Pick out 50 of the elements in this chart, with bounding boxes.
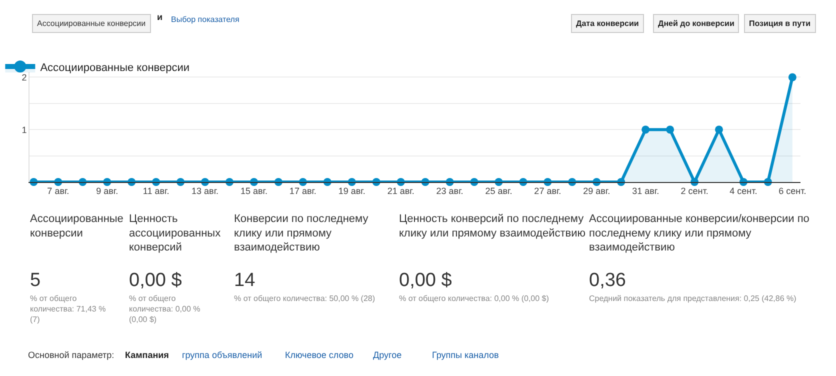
text: группа объявлений xyxy=(182,350,262,360)
x-tick-label: 13 авг. xyxy=(192,186,219,196)
text: Дата конверсии xyxy=(576,19,639,28)
x-tick-label: 7 авг. xyxy=(47,186,70,196)
text: Ценность конверсий по последнему клику или прямому взаимодействию xyxy=(399,213,586,240)
x-tick-label: 21 авг. xyxy=(387,186,414,196)
x-tick-label: 2 сент. xyxy=(680,186,708,196)
x-tick-label: 19 авг. xyxy=(338,186,366,196)
point xyxy=(666,126,674,134)
text: 0,00 $ xyxy=(129,270,182,291)
text: Ценность ассоциированных конверсий xyxy=(129,213,222,254)
text: % от общего количества: 71,43 % (7) xyxy=(30,294,106,324)
point xyxy=(714,126,723,134)
x-tick-label: 9 авг. xyxy=(96,186,118,196)
x-tick-label: 15 авг. xyxy=(240,186,268,196)
x-tick-label: 11 авг. xyxy=(142,186,170,196)
text: 0,00 $ xyxy=(399,270,452,291)
x-tick-label: 29 авг. xyxy=(583,186,610,196)
y-tick-label: 2 xyxy=(22,72,27,82)
text: и xyxy=(157,12,163,22)
text: Кампания xyxy=(125,350,169,360)
text: Ключевое слово xyxy=(285,350,354,360)
text: 5 xyxy=(30,270,41,291)
text: % от общего количества: 0,00 % (0,00 $) xyxy=(129,294,200,324)
x-tick-label: 25 авг. xyxy=(485,186,512,196)
point xyxy=(788,73,796,82)
x-tick-label: 17 авг. xyxy=(289,186,316,196)
x-tick-label: 31 авг. xyxy=(632,186,660,196)
x-tick-label: 4 сент. xyxy=(730,186,758,196)
text: 14 xyxy=(234,270,256,291)
y-tick-label: 1 xyxy=(22,124,27,135)
text: Основной параметр: xyxy=(28,350,114,360)
x-tick-label: 6 сент. xyxy=(778,186,806,196)
text: Ассоциированные конверсии/конверсии по последнему клику или прямому взаимодействию xyxy=(589,213,810,254)
text: Группы каналов xyxy=(432,350,499,360)
text: Ассоциированные конверсии xyxy=(37,19,146,28)
legend-label: Ассоциированные конверсии xyxy=(40,62,190,74)
text: Конверсии по последнему клику или прямому взаимодействию xyxy=(234,213,369,254)
text: % от общего количества: 50,00 % (28) xyxy=(234,294,376,303)
text: Другое xyxy=(373,350,402,360)
text: Ассоциированные конверсии xyxy=(30,213,124,240)
text: Позиция в пути xyxy=(749,19,811,28)
text: Средний показатель для представления: 0,25 (42,86 %) xyxy=(589,294,797,303)
text: % от общего количества: 0,00 % (0,00 $) xyxy=(399,294,550,303)
point xyxy=(642,126,650,134)
x-tick-label: 27 авг. xyxy=(534,186,562,196)
x-tick-label: 23 авг. xyxy=(436,186,464,196)
text: Дней до конверсии xyxy=(658,19,734,28)
text: 0,36 xyxy=(589,270,626,291)
text: Выбор показателя xyxy=(171,15,240,24)
